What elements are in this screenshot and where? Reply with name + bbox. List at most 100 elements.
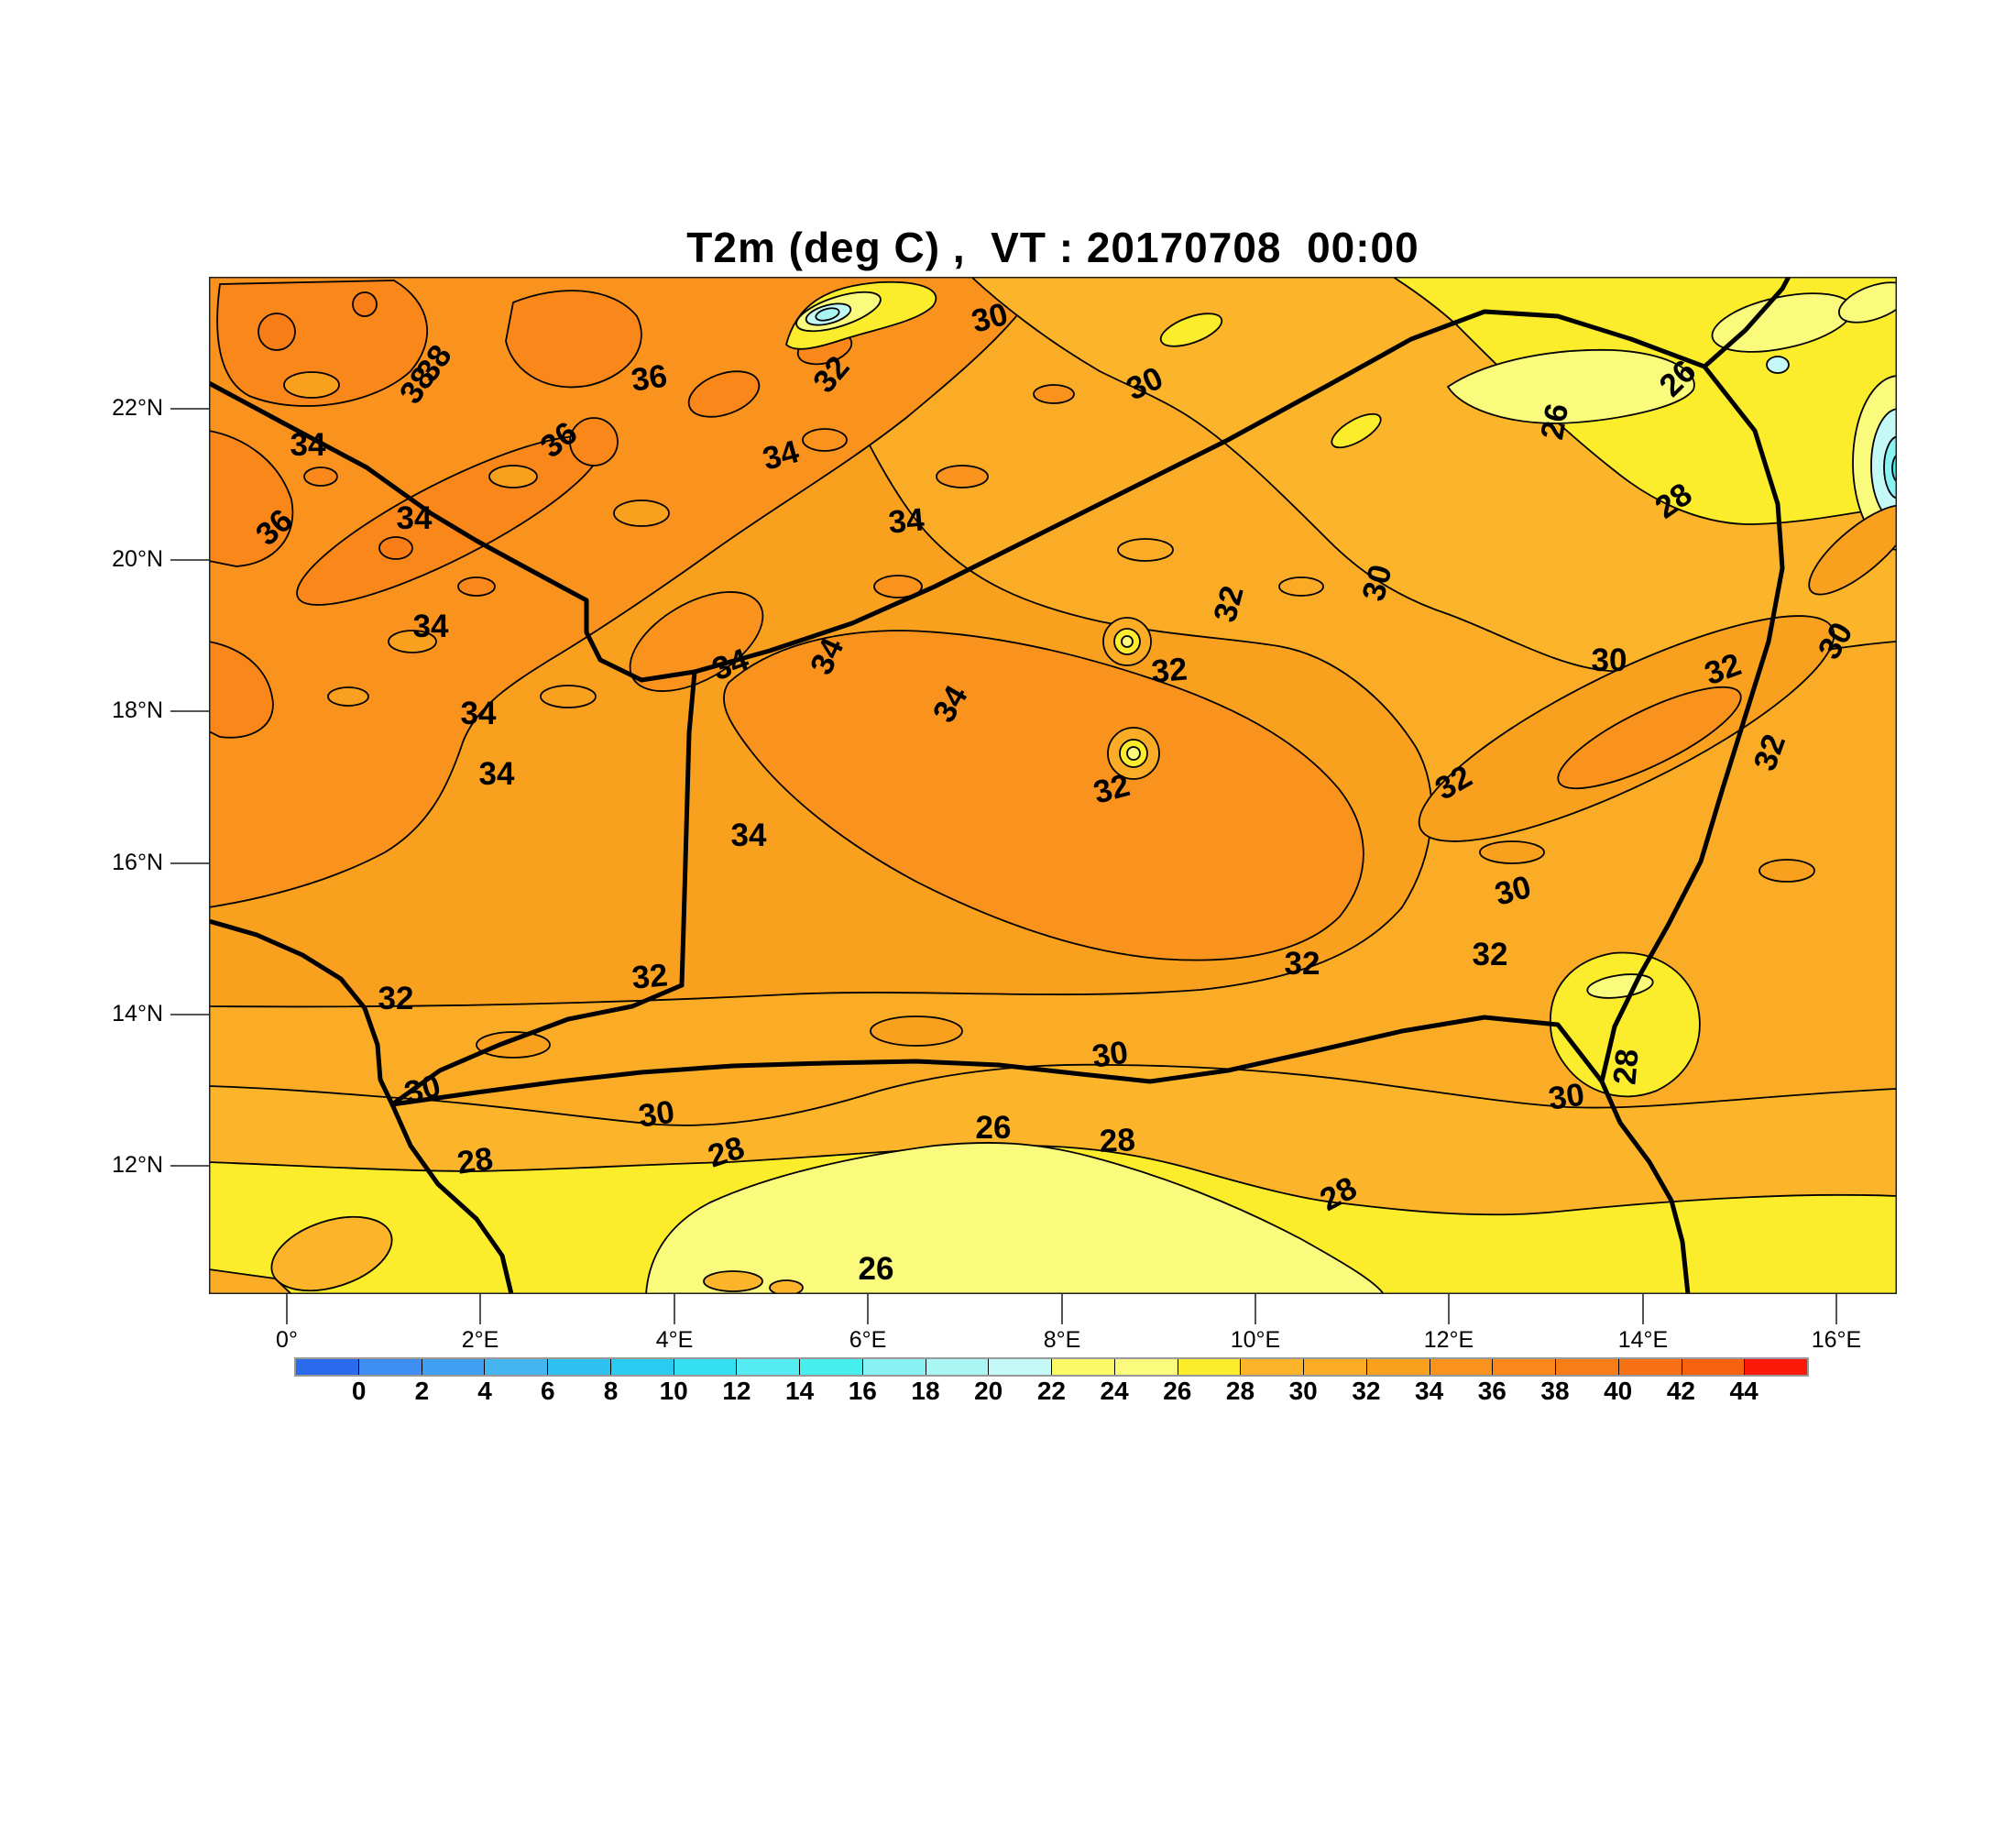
colorbar-label: 42: [1666, 1377, 1695, 1405]
border-chad-cameroon: [1599, 1079, 1691, 1294]
contour-label-34: 34: [413, 609, 449, 644]
contour-label-30: 30: [1592, 642, 1627, 678]
contour-island: [703, 1270, 763, 1292]
mountain-cool-core: [1121, 635, 1134, 648]
colorbar-cell-28-30: [1240, 1359, 1303, 1375]
colorbar-cell->44: [1744, 1359, 1807, 1375]
x-axis-tick: [286, 1294, 288, 1324]
border-mali-burkina: [209, 918, 395, 1107]
colorbar-label: 38: [1540, 1377, 1570, 1405]
contour-label-32: 32: [1473, 937, 1508, 972]
x-axis-tick: [479, 1294, 481, 1324]
border-niger-libya-chad: [1599, 364, 1785, 1084]
x-axis-tick: [1835, 1294, 1837, 1324]
colorbar-label: 36: [1477, 1377, 1507, 1405]
contour-label-34: 34: [461, 696, 497, 731]
colorbar: [294, 1357, 1809, 1377]
contour-label-34: 34: [397, 500, 433, 536]
colorbar-label: 44: [1729, 1377, 1759, 1405]
contour-label-34: 34: [479, 756, 515, 792]
band-36-38-patch: [569, 417, 619, 466]
map-frame: 38 38 36 36 36 34 34 34 34 34 34 34 34 34 34 34 32 32 32 32…: [209, 277, 1897, 1294]
contour-label-26: 26: [859, 1251, 894, 1287]
y-axis-tick: [170, 1014, 209, 1015]
contour-island: [1331, 412, 1382, 449]
contour-label-32: 32: [378, 981, 414, 1016]
colorbar-label: 40: [1604, 1377, 1633, 1405]
border-benin: [389, 1102, 514, 1294]
colorbar-label: 2: [414, 1377, 430, 1405]
band-24-26-island: [1838, 281, 1897, 324]
colorbar-cell-40-42: [1617, 1359, 1682, 1375]
colorbar-label: 14: [785, 1377, 815, 1405]
colorbar-cell-6-8: [547, 1359, 610, 1375]
colorbar-cell-4-6: [484, 1359, 547, 1375]
contour-label-36: 36: [629, 358, 669, 399]
colorbar-label: 12: [722, 1377, 751, 1405]
colorbar-cell-36-38: [1492, 1359, 1555, 1375]
y-axis-tick: [170, 862, 209, 864]
x-axis-tick: [867, 1294, 869, 1324]
colorbar-cell-0-2: [357, 1359, 422, 1375]
contour-label-32: 32: [1150, 651, 1189, 689]
colorbar-cell-<0: [296, 1359, 358, 1375]
contour-label-26: 26: [976, 1110, 1012, 1146]
cool-feature-core: [815, 307, 840, 322]
x-axis-tick: [1642, 1294, 1644, 1324]
page-title: T2m (deg C) , VT : 20170708 00:00: [686, 224, 1419, 271]
y-axis-label: 14°N: [112, 1001, 163, 1026]
x-axis-label: 0°: [276, 1327, 298, 1353]
contour-label-34: 34: [731, 818, 767, 853]
contour-island: [1479, 840, 1545, 864]
contour-island: [873, 575, 923, 598]
colorbar-cell-10-12: [673, 1359, 737, 1375]
colorbar-label: 30: [1288, 1377, 1318, 1405]
x-axis-label: 8°E: [1043, 1327, 1081, 1353]
band-24-26-island: [1446, 348, 1695, 424]
colorbar-label: 18: [911, 1377, 940, 1405]
contour-island: [1759, 859, 1815, 883]
contour-label-28: 28: [1606, 1048, 1645, 1086]
contour-island: [1033, 384, 1075, 404]
contour-island: [1117, 538, 1174, 562]
y-axis-label: 20°N: [112, 546, 163, 572]
border-algeria-niger: [692, 309, 1707, 675]
colorbar-cell-34-36: [1429, 1359, 1493, 1375]
colorbar-label: 32: [1352, 1377, 1381, 1405]
colorbar-cell-22-24: [1051, 1359, 1114, 1375]
contour-label-30: 30: [1090, 1035, 1130, 1075]
colorbar-cell-38-40: [1555, 1359, 1618, 1375]
band-36-38-patch: [457, 576, 496, 597]
colorbar-label: 0: [351, 1377, 367, 1405]
colorbar-cell-20-22: [988, 1359, 1051, 1375]
x-axis-label: 6°E: [849, 1327, 887, 1353]
cold-spot-small: [1766, 356, 1790, 374]
colorbar-label: 34: [1415, 1377, 1444, 1405]
country-borders: [209, 277, 1791, 1294]
mountain-cool-core: [1126, 746, 1141, 761]
colorbar-label: 24: [1100, 1377, 1129, 1405]
colorbar-cell-26-28: [1177, 1359, 1241, 1375]
band-36-38-patch: [303, 466, 338, 487]
band-38-40-core: [378, 536, 413, 560]
colorbar-cell-2-4: [421, 1359, 485, 1375]
x-axis-label: 4°E: [655, 1327, 694, 1353]
contour-island: [540, 685, 597, 708]
border-algeria-mali: [209, 380, 697, 683]
colorbar-label: 8: [603, 1377, 619, 1405]
contour-island: [936, 465, 989, 488]
y-axis-label: 18°N: [112, 697, 163, 723]
y-axis-label: 12°N: [112, 1152, 163, 1178]
contour-island: [1159, 313, 1223, 347]
contour-island: [327, 686, 369, 707]
colorbar-cell-8-10: [609, 1359, 674, 1375]
y-axis-tick: [170, 710, 209, 712]
colorbar-label: 4: [477, 1377, 492, 1405]
contour-label-34: 34: [290, 427, 326, 463]
border-niger-burkina: [389, 982, 685, 1107]
contour-island: [613, 499, 670, 527]
band-24-26-south: [645, 1142, 1386, 1294]
contour-island: [209, 1268, 293, 1294]
band-38-40-core: [352, 291, 378, 317]
